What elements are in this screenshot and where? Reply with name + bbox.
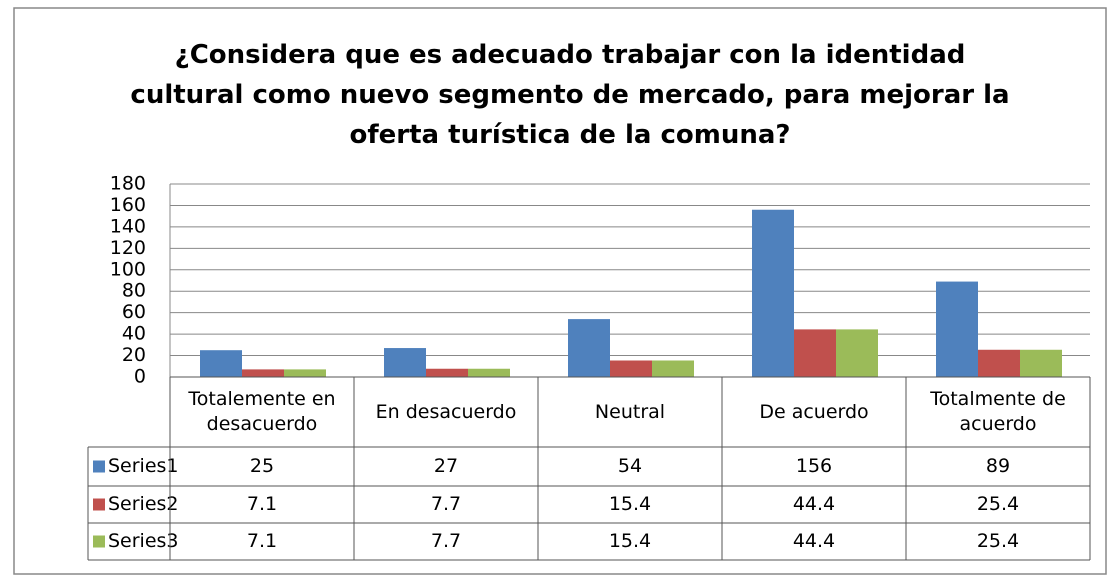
bar bbox=[652, 360, 694, 377]
table-value-box: 7.1 bbox=[246, 530, 278, 553]
bar bbox=[426, 368, 468, 377]
bar bbox=[200, 350, 242, 377]
table-value: 7.7 bbox=[430, 493, 462, 516]
legend-key bbox=[93, 498, 105, 511]
bar bbox=[752, 209, 794, 377]
table-value-box: 7.1 bbox=[246, 493, 278, 516]
bar bbox=[936, 281, 978, 377]
table-value-box: 27 bbox=[433, 455, 459, 478]
y-tick-label: 140 bbox=[110, 215, 146, 237]
table-value: 44.4 bbox=[792, 493, 836, 516]
legend-key bbox=[93, 535, 105, 548]
x-tick-label: Totalemente en desacuerdo bbox=[188, 388, 336, 435]
table-value-box: 25.4 bbox=[976, 530, 1020, 553]
table-value: 15.4 bbox=[608, 493, 652, 516]
table-value-box: 156 bbox=[795, 455, 833, 478]
bar bbox=[284, 369, 326, 377]
x-tick-label: Neutral bbox=[594, 400, 666, 423]
bar bbox=[836, 329, 878, 377]
bar bbox=[610, 360, 652, 377]
y-tick-label: 40 bbox=[122, 323, 146, 345]
legend-key bbox=[93, 460, 105, 473]
bar bbox=[468, 368, 510, 377]
x-tick-label-box: De acuerdo bbox=[759, 400, 869, 423]
table-value-box: 25.4 bbox=[976, 493, 1020, 516]
y-tick-label: 80 bbox=[122, 280, 146, 302]
x-tick-label: Totalmente de acuerdo bbox=[930, 388, 1066, 435]
table-value: 27 bbox=[433, 455, 459, 478]
bar bbox=[978, 349, 1020, 377]
table-value: 156 bbox=[795, 455, 833, 478]
table-value: 44.4 bbox=[792, 530, 836, 553]
legend-label: Series1 bbox=[108, 455, 179, 477]
legend-label: Series2 bbox=[108, 493, 179, 515]
table-value-box: 89 bbox=[985, 455, 1011, 478]
x-tick-label-box: Neutral bbox=[594, 400, 666, 423]
bar bbox=[794, 329, 836, 377]
table-value-box: 44.4 bbox=[792, 493, 836, 516]
table-value-box: 7.7 bbox=[430, 493, 462, 516]
bar bbox=[384, 348, 426, 377]
y-tick-label: 120 bbox=[110, 237, 146, 259]
table-value-box: 25 bbox=[249, 455, 275, 478]
table-value-box: 54 bbox=[617, 455, 643, 478]
table-value: 25.4 bbox=[976, 493, 1020, 516]
x-tick-label-box: Totalmente de acuerdo bbox=[930, 388, 1066, 435]
bar bbox=[242, 369, 284, 377]
table-value: 15.4 bbox=[608, 530, 652, 553]
y-tick-label: 100 bbox=[110, 258, 146, 280]
table-value: 25 bbox=[249, 455, 275, 478]
chart-title: ¿Considera que es adecuado trabajar con … bbox=[130, 39, 1010, 151]
table-value-box: 15.4 bbox=[608, 493, 652, 516]
y-tick-label: 180 bbox=[110, 173, 146, 195]
table-value: 54 bbox=[617, 455, 643, 478]
x-tick-label-box: En desacuerdo bbox=[375, 400, 517, 423]
y-tick-label: 160 bbox=[110, 194, 146, 216]
table-value: 7.7 bbox=[430, 530, 462, 553]
table-value-box: 7.7 bbox=[430, 530, 462, 553]
x-tick-label: De acuerdo bbox=[759, 400, 869, 423]
y-tick-label: 0 bbox=[134, 366, 146, 388]
title-box: ¿Considera que es adecuado trabajar con … bbox=[130, 39, 1010, 151]
legend-label: Series3 bbox=[108, 530, 179, 552]
bar bbox=[568, 319, 610, 377]
table-value-box: 15.4 bbox=[608, 530, 652, 553]
x-tick-label-box: Totalemente en desacuerdo bbox=[188, 388, 336, 435]
table-value: 89 bbox=[985, 455, 1011, 478]
table-value-box: 44.4 bbox=[792, 530, 836, 553]
bar bbox=[1020, 349, 1062, 377]
table-value: 25.4 bbox=[976, 530, 1020, 553]
y-tick-label: 60 bbox=[122, 301, 146, 323]
table-value: 7.1 bbox=[246, 530, 278, 553]
y-tick-label: 20 bbox=[122, 344, 146, 366]
table-value: 7.1 bbox=[246, 493, 278, 516]
x-tick-label: En desacuerdo bbox=[375, 400, 517, 423]
